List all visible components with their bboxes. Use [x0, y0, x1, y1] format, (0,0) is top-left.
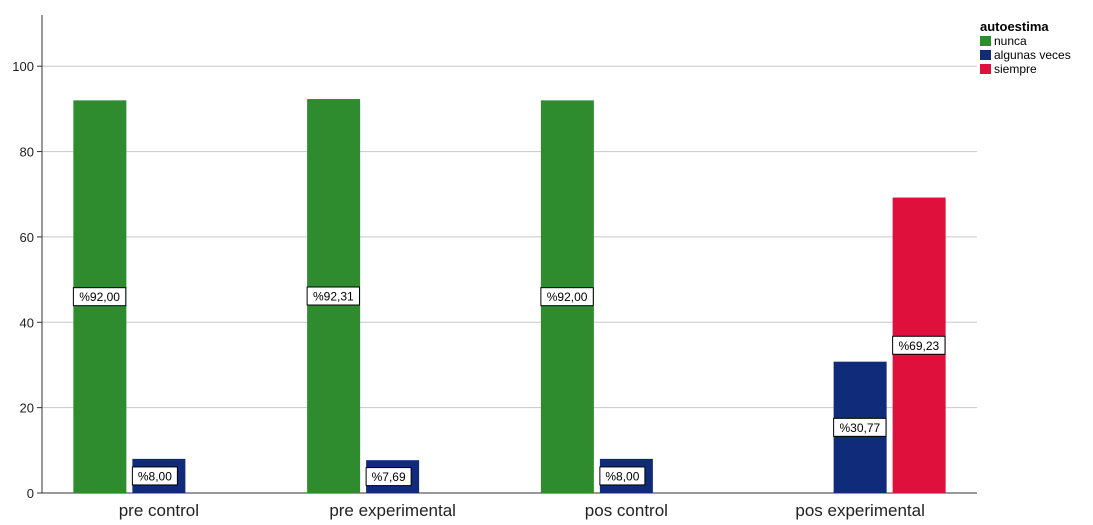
- data-label-text: %30,77: [839, 421, 880, 435]
- legend-item-algunas-veces: algunas veces: [980, 48, 1071, 62]
- data-label-text: %92,00: [79, 290, 120, 304]
- data-label: %92,00: [72, 287, 127, 307]
- data-label-box: [540, 287, 594, 307]
- data-label-text: %92,00: [547, 290, 588, 304]
- legend-item-nunca: nunca: [980, 34, 1071, 48]
- data-label-box: [72, 287, 127, 307]
- data-labels: %92,00 %8,00 %92,31 %7,69 %92,00 %8,00 %30,77%…: [72, 286, 946, 487]
- data-label: %92,31: [306, 286, 361, 306]
- y-tick-label: 40: [20, 315, 34, 330]
- data-label-text: %92,31: [313, 290, 354, 304]
- data-label-text: %8,00: [138, 469, 172, 483]
- data-label-box: [833, 417, 887, 437]
- data-label: %69,23: [892, 335, 946, 355]
- legend-swatch: [980, 64, 991, 74]
- data-label-text: %7,69: [372, 470, 406, 484]
- legend-label: nunca: [994, 34, 1027, 48]
- legend-swatch: [980, 50, 991, 60]
- gridlines: [42, 65, 977, 409]
- bars: [73, 99, 946, 493]
- x-tick-label: pos control: [585, 501, 668, 520]
- legend-item-siempre: siempre: [980, 62, 1071, 76]
- axes: [37, 15, 977, 494]
- data-label: %8,00: [131, 466, 178, 486]
- y-tick-label: 60: [20, 230, 34, 245]
- x-tick-label: pre control: [119, 501, 199, 520]
- legend-label: algunas veces: [994, 48, 1071, 62]
- legend-title: autoestima: [980, 19, 1049, 34]
- data-label-box: [892, 335, 946, 355]
- data-label-text: %69,23: [898, 339, 939, 353]
- x-tick-label: pos experimental: [795, 501, 924, 520]
- y-tick-label: 0: [27, 486, 34, 501]
- data-label: %8,00: [599, 466, 646, 486]
- data-label-box: [599, 466, 646, 486]
- data-label-box: [306, 286, 361, 306]
- data-label-box: [131, 466, 178, 486]
- data-label-box: [365, 467, 412, 487]
- data-label: %92,00: [540, 287, 594, 307]
- legend: autoestima nunca algunas veces siempre: [980, 20, 1071, 76]
- y-tick-label: 100: [12, 59, 34, 74]
- legend-swatch: [980, 36, 991, 46]
- tick-labels: 0 20 40 60 80 100 pre control pre experimental p…: [12, 59, 925, 520]
- y-tick-label: 20: [20, 401, 34, 416]
- x-tick-label: pre experimental: [329, 501, 456, 520]
- y-tick-label: 80: [20, 145, 34, 160]
- legend-label: siempre: [994, 62, 1037, 76]
- data-label: %30,77: [833, 417, 887, 437]
- data-label: %7,69: [365, 467, 412, 487]
- data-label-text: %8,00: [605, 469, 639, 483]
